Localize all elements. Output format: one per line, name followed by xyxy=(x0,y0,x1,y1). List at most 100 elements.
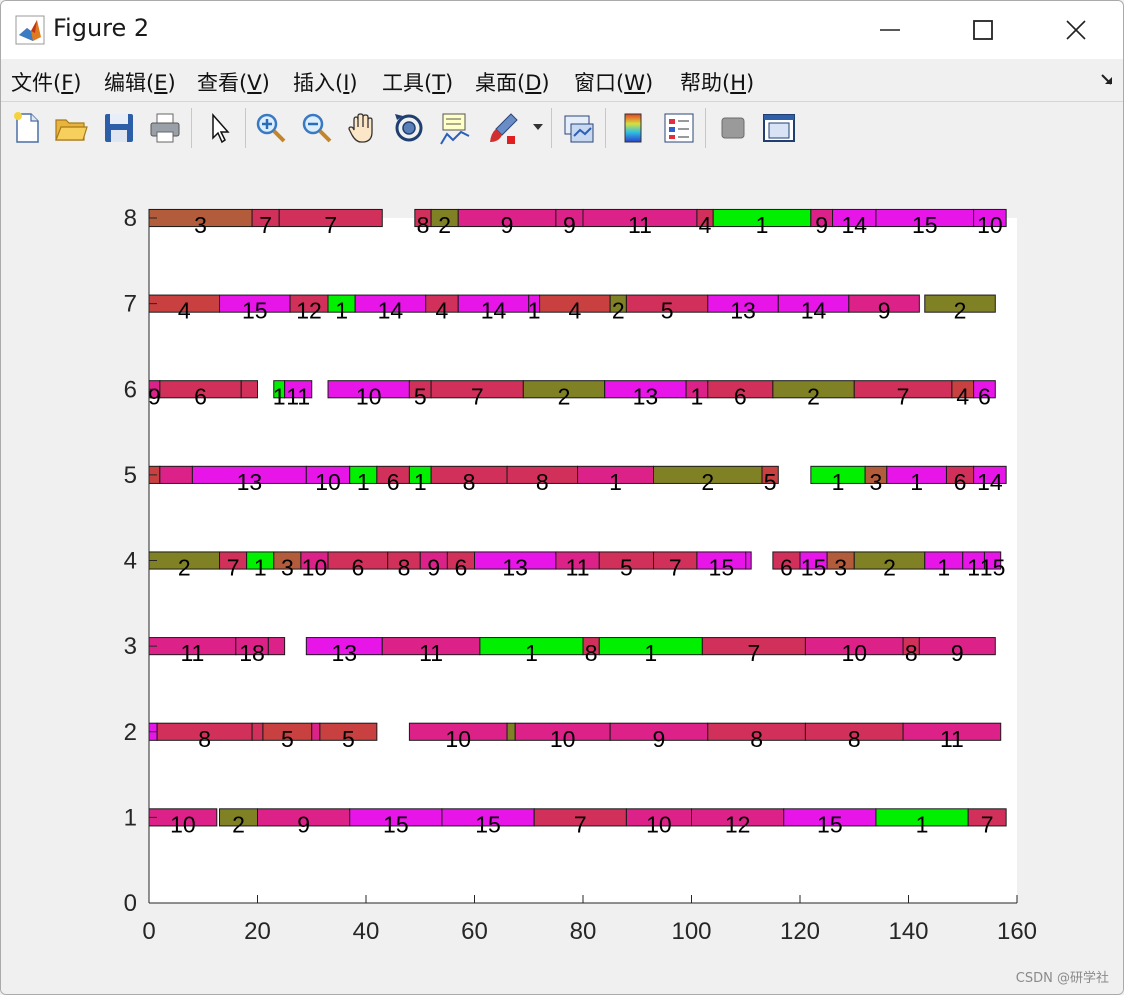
menu-insert-accel: I xyxy=(343,71,350,95)
gantt-bar-label: 4 xyxy=(956,383,969,409)
gantt-bar xyxy=(745,551,752,570)
menu-insert[interactable]: 插入(I) xyxy=(293,67,358,97)
y-tick-label: 4 xyxy=(124,548,137,575)
zoom-out-button[interactable] xyxy=(299,110,335,146)
menu-tools[interactable]: 工具(T) xyxy=(382,67,453,97)
gantt-bar-label: 1 xyxy=(937,555,950,581)
print-button[interactable] xyxy=(147,110,183,146)
gantt-bar-label: 10 xyxy=(445,726,471,752)
chevron-down-icon xyxy=(533,124,543,130)
gantt-bar-label: 8 xyxy=(463,469,476,495)
gantt-bar-label: 15 xyxy=(475,811,501,837)
save-button[interactable] xyxy=(101,110,137,146)
gantt-bar-label: 2 xyxy=(232,811,245,837)
gantt-bar-label: 14 xyxy=(801,298,827,324)
gantt-bar-label: 2 xyxy=(178,555,191,581)
pan-icon xyxy=(348,113,373,143)
dock-arrow-icon[interactable] xyxy=(1099,71,1115,87)
brush-dropdown-button[interactable] xyxy=(531,110,545,146)
gantt-bar xyxy=(278,208,383,228)
gantt-bar-label: 1 xyxy=(414,469,427,495)
new-figure-button[interactable] xyxy=(9,110,45,146)
toolbar-separator xyxy=(191,108,192,148)
menu-window-close: ) xyxy=(644,71,654,95)
menu-help[interactable]: 帮助(H) xyxy=(680,67,754,97)
gantt-bar xyxy=(924,294,996,313)
brush-button[interactable] xyxy=(485,110,521,146)
rotate-3d-icon xyxy=(395,114,423,142)
menu-file-accel: F xyxy=(61,71,74,95)
zoom-in-icon xyxy=(256,113,286,143)
menu-view-label: 查看( xyxy=(197,71,248,95)
x-tick-label: 40 xyxy=(353,918,380,945)
y-tick-label: 8 xyxy=(124,205,137,232)
y-tick-label: 5 xyxy=(124,462,137,489)
pan-button[interactable] xyxy=(345,110,381,146)
maximize-icon xyxy=(973,20,993,40)
gantt-bar-label: 5 xyxy=(281,726,294,752)
gantt-bar-label: 7 xyxy=(259,212,272,238)
colorbar-button[interactable] xyxy=(615,110,651,146)
open-file-button[interactable] xyxy=(53,110,89,146)
close-button[interactable] xyxy=(1045,1,1107,59)
y-tick-label: 2 xyxy=(124,719,137,746)
gantt-bar-label: 2 xyxy=(701,469,714,495)
gantt-bar-label: 6 xyxy=(734,383,747,409)
zoom-in-button[interactable] xyxy=(253,110,289,146)
zoom-out-icon xyxy=(302,113,332,143)
gantt-bar-label: 13 xyxy=(502,555,528,581)
data-cursor-button[interactable] xyxy=(437,110,473,146)
gantt-bar-label: 9 xyxy=(501,212,514,238)
gantt-bar-label: 6 xyxy=(978,383,991,409)
gantt-bar-label: 1 xyxy=(832,469,845,495)
pointer-button[interactable] xyxy=(203,110,239,146)
gantt-bar xyxy=(506,722,516,741)
gantt-bar-label: 15 xyxy=(383,811,409,837)
gantt-bar xyxy=(983,551,1002,570)
menu-file[interactable]: 文件(F) xyxy=(11,67,82,97)
link-plot-button[interactable] xyxy=(561,110,597,146)
gantt-bar-label: 10 xyxy=(550,726,576,752)
gantt-bar-label: 10 xyxy=(646,811,672,837)
gantt-bar-label: 8 xyxy=(417,212,430,238)
window-title: Figure 2 xyxy=(53,14,150,42)
gantt-bar-label: 10 xyxy=(841,640,867,666)
gantt-bar-label: 8 xyxy=(536,469,549,495)
minimize-button[interactable] xyxy=(859,1,921,59)
gantt-bar-label: 1 xyxy=(967,555,980,581)
gantt-bar-label: 9 xyxy=(297,811,310,837)
gantt-bar-label: 14 xyxy=(378,298,404,324)
menu-desktop[interactable]: 桌面(D) xyxy=(475,67,550,97)
hide-plot-tools-button[interactable] xyxy=(715,110,751,146)
maximize-button[interactable] xyxy=(952,1,1014,59)
rotate-3d-button[interactable] xyxy=(391,110,427,146)
menu-view[interactable]: 查看(V) xyxy=(197,67,270,97)
gantt-bar-label: 1 xyxy=(357,469,370,495)
menu-view-accel: V xyxy=(247,71,262,95)
title-bar[interactable]: Figure 2 xyxy=(1,1,1123,59)
legend-icon xyxy=(664,113,694,143)
toolbar-separator xyxy=(705,108,706,148)
gantt-bar-label: 11 xyxy=(286,383,310,409)
menu-window[interactable]: 窗口(W) xyxy=(574,67,653,97)
x-tick-label: 60 xyxy=(461,918,488,945)
gantt-bar-label: 7 xyxy=(471,383,484,409)
menu-edit[interactable]: 编辑(E) xyxy=(104,67,176,97)
gantt-bar xyxy=(240,380,259,399)
gantt-bar-label: 10 xyxy=(356,383,382,409)
gantt-bar-label: 15 xyxy=(709,555,735,581)
menu-help-accel: H xyxy=(730,71,746,95)
show-plot-tools-button[interactable] xyxy=(761,110,797,146)
gantt-bar-label: 2 xyxy=(954,298,967,324)
gantt-bar xyxy=(761,465,779,484)
gantt-bar-label: 3 xyxy=(870,469,883,495)
gantt-bar-label: 1 xyxy=(910,469,923,495)
legend-button[interactable] xyxy=(661,110,697,146)
minimize-icon xyxy=(880,29,900,31)
gantt-bar-label: 2 xyxy=(438,212,451,238)
gantt-bar-label: 6 xyxy=(387,469,400,495)
gantt-bar-label: 2 xyxy=(558,383,571,409)
gantt-bar-label: 15 xyxy=(242,298,268,324)
